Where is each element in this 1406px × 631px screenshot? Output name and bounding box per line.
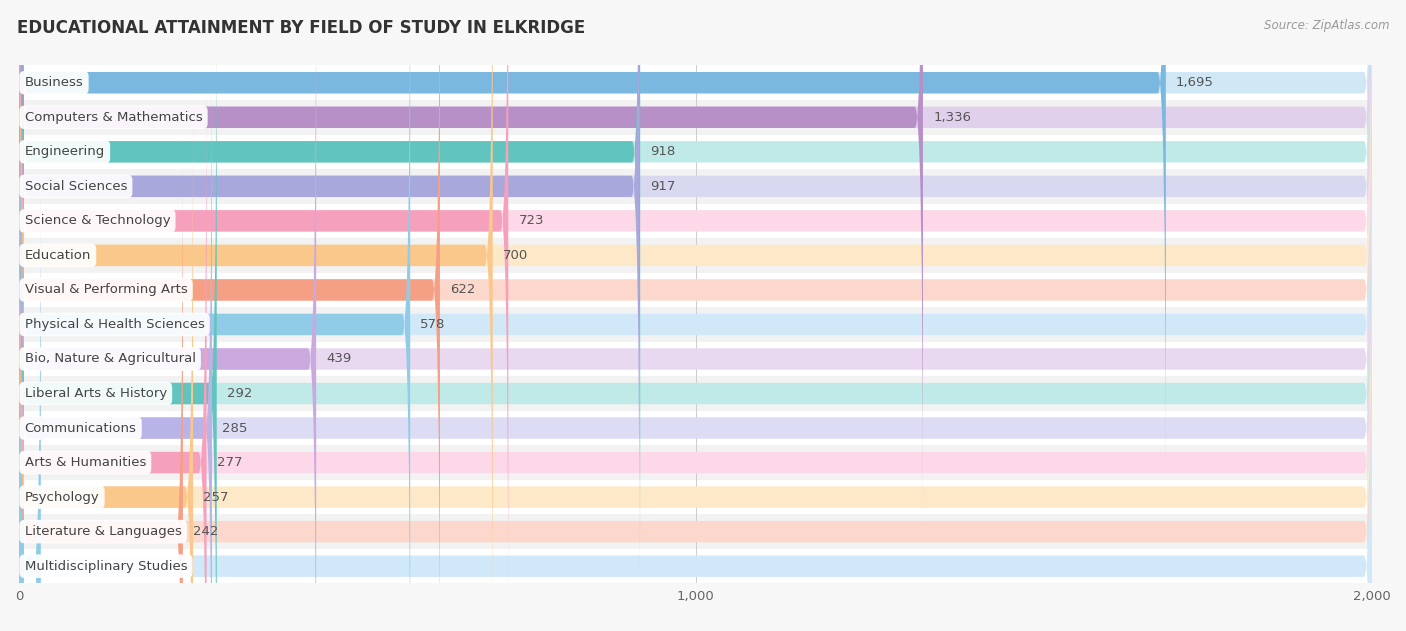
FancyBboxPatch shape <box>20 59 1372 631</box>
Text: Arts & Humanities: Arts & Humanities <box>24 456 146 469</box>
FancyBboxPatch shape <box>20 25 212 631</box>
FancyBboxPatch shape <box>20 0 640 555</box>
FancyBboxPatch shape <box>20 0 1372 631</box>
Text: Social Sciences: Social Sciences <box>24 180 127 193</box>
FancyBboxPatch shape <box>20 25 1372 631</box>
Bar <box>20 169 1372 204</box>
FancyBboxPatch shape <box>20 0 1372 590</box>
FancyBboxPatch shape <box>20 0 1372 631</box>
Text: Science & Technology: Science & Technology <box>24 215 170 227</box>
FancyBboxPatch shape <box>20 0 640 590</box>
Bar <box>20 100 1372 134</box>
FancyBboxPatch shape <box>20 163 41 631</box>
FancyBboxPatch shape <box>20 59 207 631</box>
FancyBboxPatch shape <box>20 128 183 631</box>
Text: 918: 918 <box>651 145 675 158</box>
FancyBboxPatch shape <box>20 0 1372 631</box>
FancyBboxPatch shape <box>20 0 440 631</box>
Text: Engineering: Engineering <box>24 145 105 158</box>
Text: Computers & Mathematics: Computers & Mathematics <box>24 111 202 124</box>
Text: Education: Education <box>24 249 91 262</box>
Bar <box>20 480 1372 514</box>
Bar <box>20 273 1372 307</box>
FancyBboxPatch shape <box>20 0 1372 521</box>
FancyBboxPatch shape <box>20 0 411 631</box>
FancyBboxPatch shape <box>20 0 1372 555</box>
FancyBboxPatch shape <box>20 0 1372 631</box>
Text: 242: 242 <box>193 525 218 538</box>
FancyBboxPatch shape <box>20 0 217 631</box>
Text: Business: Business <box>24 76 83 89</box>
Text: Visual & Performing Arts: Visual & Performing Arts <box>24 283 187 297</box>
Text: Psychology: Psychology <box>24 491 100 504</box>
FancyBboxPatch shape <box>20 0 509 625</box>
Text: 257: 257 <box>204 491 229 504</box>
Text: EDUCATIONAL ATTAINMENT BY FIELD OF STUDY IN ELKRIDGE: EDUCATIONAL ATTAINMENT BY FIELD OF STUDY… <box>17 19 585 37</box>
FancyBboxPatch shape <box>20 0 492 631</box>
Bar <box>20 238 1372 273</box>
Bar <box>20 204 1372 238</box>
Text: 32: 32 <box>51 560 67 573</box>
FancyBboxPatch shape <box>20 128 1372 631</box>
Bar <box>20 445 1372 480</box>
Text: 1,336: 1,336 <box>934 111 972 124</box>
Bar <box>20 411 1372 445</box>
Bar <box>20 376 1372 411</box>
FancyBboxPatch shape <box>20 93 193 631</box>
Text: 723: 723 <box>519 215 544 227</box>
Text: 578: 578 <box>420 318 446 331</box>
FancyBboxPatch shape <box>20 163 1372 631</box>
Text: 622: 622 <box>450 283 475 297</box>
Text: 917: 917 <box>650 180 675 193</box>
FancyBboxPatch shape <box>20 0 1372 631</box>
Text: 285: 285 <box>222 422 247 435</box>
Bar <box>20 514 1372 549</box>
Text: 439: 439 <box>326 353 352 365</box>
Text: Bio, Nature & Agricultural: Bio, Nature & Agricultural <box>24 353 195 365</box>
Text: 277: 277 <box>217 456 242 469</box>
FancyBboxPatch shape <box>20 0 1372 487</box>
Text: Multidisciplinary Studies: Multidisciplinary Studies <box>24 560 187 573</box>
Bar <box>20 134 1372 169</box>
FancyBboxPatch shape <box>20 0 922 521</box>
FancyBboxPatch shape <box>20 93 1372 631</box>
Bar <box>20 66 1372 100</box>
Text: Communications: Communications <box>24 422 136 435</box>
Bar <box>20 307 1372 342</box>
Bar <box>20 342 1372 376</box>
Text: Source: ZipAtlas.com: Source: ZipAtlas.com <box>1264 19 1389 32</box>
Text: 700: 700 <box>503 249 529 262</box>
FancyBboxPatch shape <box>20 0 1166 487</box>
Text: Liberal Arts & History: Liberal Arts & History <box>24 387 167 400</box>
Text: Physical & Health Sciences: Physical & Health Sciences <box>24 318 204 331</box>
Text: Literature & Languages: Literature & Languages <box>24 525 181 538</box>
FancyBboxPatch shape <box>20 0 316 631</box>
FancyBboxPatch shape <box>20 0 1372 625</box>
Bar <box>20 549 1372 584</box>
Text: 1,695: 1,695 <box>1175 76 1213 89</box>
Text: 292: 292 <box>226 387 252 400</box>
